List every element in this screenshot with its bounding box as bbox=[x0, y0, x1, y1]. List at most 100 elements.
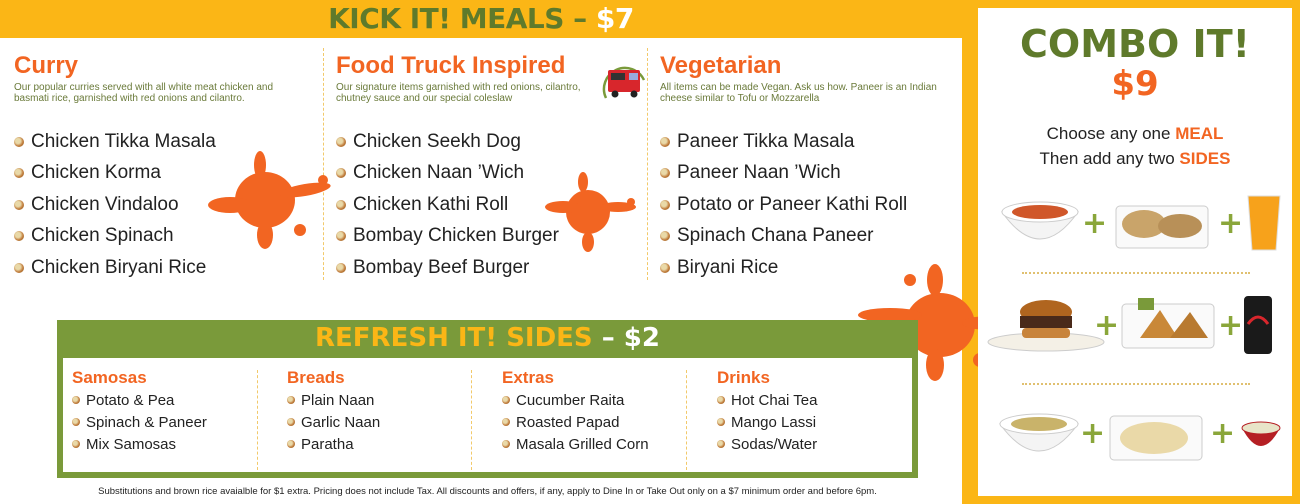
bullet-icon bbox=[14, 168, 24, 179]
item-label: Bombay Beef Burger bbox=[353, 256, 530, 278]
combo-title: COMBO IT! bbox=[1020, 22, 1250, 66]
menu-item: Spinach Chana Paneer bbox=[660, 221, 907, 253]
bullet-icon bbox=[336, 262, 346, 273]
item-label: Chicken Tikka Masala bbox=[31, 130, 216, 152]
food-truck-section: Food Truck Inspired Our signature items … bbox=[336, 52, 581, 104]
vegetarian-items: Paneer Tikka Masala Paneer Naan ’Wich Po… bbox=[660, 126, 907, 284]
column-divider bbox=[686, 370, 687, 470]
paint-splat-icon bbox=[208, 151, 331, 249]
plus-icon: + bbox=[1080, 416, 1106, 451]
menu-item: Chicken Vindaloo bbox=[14, 189, 216, 221]
sides-title: REFRESH IT! SIDES – $2 bbox=[57, 323, 918, 353]
bullet-icon bbox=[717, 396, 725, 404]
title-dash: – bbox=[573, 2, 587, 35]
bullet-icon bbox=[14, 262, 24, 273]
item-label: Chicken Seekh Dog bbox=[353, 130, 521, 152]
item-label: Hot Chai Tea bbox=[731, 391, 818, 409]
menu-item: Bombay Beef Burger bbox=[336, 252, 559, 284]
item-label: Spinach Chana Paneer bbox=[677, 225, 874, 247]
menu-item: Spinach & Paneer bbox=[72, 411, 207, 433]
item-label: Paneer Tikka Masala bbox=[677, 130, 855, 152]
item-label: Bombay Chicken Burger bbox=[353, 225, 559, 247]
combo-price: $9 bbox=[1111, 64, 1159, 104]
plus-icon: + bbox=[1210, 416, 1236, 451]
menu-item: Chicken Naan ’Wich bbox=[336, 158, 559, 190]
curry-section: Curry Our popular curries served with al… bbox=[14, 52, 304, 104]
menu-item: Roasted Papad bbox=[502, 411, 649, 433]
extras-section: Extras Cucumber Raita Roasted Papad Masa… bbox=[502, 368, 649, 455]
bullet-icon bbox=[336, 199, 346, 210]
menu-item: Chicken Seekh Dog bbox=[336, 126, 559, 158]
bullet-icon bbox=[14, 136, 24, 147]
section-heading: Drinks bbox=[717, 368, 770, 387]
papad-plate-icon bbox=[1109, 415, 1203, 461]
menu-item: Mango Lassi bbox=[717, 411, 817, 433]
samosa-plate-icon bbox=[1121, 298, 1215, 349]
sides-panel: REFRESH IT! SIDES – $2 Samosas Potato & … bbox=[57, 320, 918, 478]
curry-items: Chicken Tikka Masala Chicken Korma Chick… bbox=[14, 126, 216, 284]
menu-item: Sodas/Water bbox=[717, 433, 817, 455]
biryani-bowl-icon bbox=[999, 413, 1079, 452]
combo-instruction-1: Choose any one MEAL bbox=[978, 124, 1292, 144]
bullet-icon bbox=[660, 168, 670, 179]
menu-item: Chicken Biryani Rice bbox=[14, 252, 216, 284]
item-label: Mango Lassi bbox=[731, 413, 817, 431]
section-heading: Extras bbox=[502, 368, 554, 387]
bullet-icon bbox=[502, 418, 510, 426]
bullet-icon bbox=[717, 440, 725, 448]
bullet-icon bbox=[660, 262, 670, 273]
menu-item: Garlic Naan bbox=[287, 411, 380, 433]
menu-item: Chicken Kathi Roll bbox=[336, 189, 559, 221]
instruction-text: Choose any one bbox=[1046, 124, 1171, 143]
plus-icon: + bbox=[1094, 308, 1120, 343]
bullet-icon bbox=[336, 136, 346, 147]
menu-item: Biryani Rice bbox=[660, 252, 907, 284]
combo-panel: COMBO IT! $9 Choose any one MEAL Then ad… bbox=[978, 8, 1292, 496]
column-divider bbox=[647, 48, 648, 280]
column-divider bbox=[257, 370, 258, 470]
menu-item: Potato & Pea bbox=[72, 389, 207, 411]
item-label: Potato or Paneer Kathi Roll bbox=[677, 193, 908, 215]
menu-item: Hot Chai Tea bbox=[717, 389, 817, 411]
item-label: Chicken Spinach bbox=[31, 225, 174, 247]
item-label: Roasted Papad bbox=[516, 413, 620, 431]
instruction-emphasis: SIDES bbox=[1179, 149, 1231, 168]
item-label: Paratha bbox=[301, 435, 354, 453]
item-label: Paneer Naan ’Wich bbox=[677, 162, 841, 184]
item-label: Garlic Naan bbox=[301, 413, 381, 431]
item-label: Chicken Kathi Roll bbox=[353, 193, 509, 215]
footer-note: Substitutions and brown rice avaialble f… bbox=[98, 486, 877, 497]
sides-price: $2 bbox=[623, 323, 660, 353]
combo-instruction-2: Then add any two SIDES bbox=[978, 149, 1292, 169]
plus-icon: + bbox=[1218, 308, 1244, 343]
bullet-icon bbox=[287, 418, 295, 426]
item-label: Spinach & Paneer bbox=[86, 413, 207, 431]
bullet-icon bbox=[72, 396, 80, 404]
food-truck-items: Chicken Seekh Dog Chicken Naan ’Wich Chi… bbox=[336, 126, 559, 284]
item-label: Biryani Rice bbox=[677, 256, 779, 278]
item-label: Chicken Naan ’Wich bbox=[353, 162, 525, 184]
item-label: Chicken Korma bbox=[31, 162, 161, 184]
menu-item: Chicken Korma bbox=[14, 158, 216, 190]
section-heading: Curry bbox=[14, 52, 79, 79]
plus-icon: + bbox=[1082, 206, 1108, 241]
menu-item: Mix Samosas bbox=[72, 433, 207, 455]
item-label: Potato & Pea bbox=[86, 391, 175, 409]
bullet-icon bbox=[14, 199, 24, 210]
menu-item: Paneer Tikka Masala bbox=[660, 126, 907, 158]
menu-item: Masala Grilled Corn bbox=[502, 433, 649, 455]
vegetarian-section: Vegetarian All items can be made Vegan. … bbox=[660, 52, 950, 104]
menu-item: Chicken Spinach bbox=[14, 221, 216, 253]
dotted-divider bbox=[1022, 383, 1250, 385]
meals-title-text: KICK IT! MEALS bbox=[328, 2, 564, 35]
instruction-text: Then add any two bbox=[1039, 149, 1175, 168]
section-heading: Vegetarian bbox=[660, 52, 782, 79]
sides-title-text: REFRESH IT! SIDES bbox=[315, 323, 593, 353]
section-heading: Food Truck Inspired bbox=[336, 52, 566, 79]
plus-icon: + bbox=[1218, 206, 1244, 241]
menu-item: Paratha bbox=[287, 433, 380, 455]
item-label: Masala Grilled Corn bbox=[516, 435, 649, 453]
section-description: Our signature items garnished with red o… bbox=[336, 82, 581, 104]
bullet-icon bbox=[287, 440, 295, 448]
column-divider bbox=[323, 48, 324, 280]
